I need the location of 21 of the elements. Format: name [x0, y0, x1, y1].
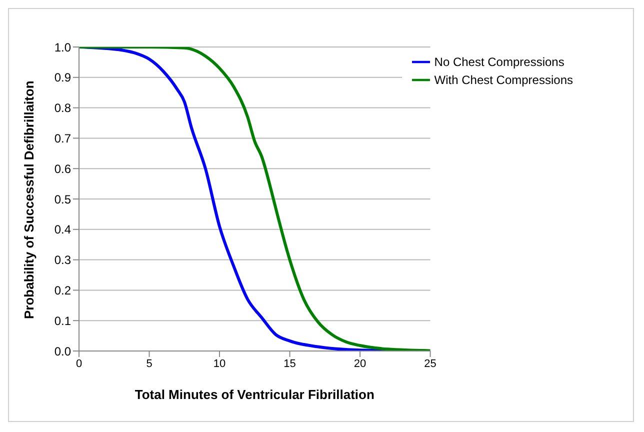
y-tick-label: 1.0: [54, 40, 72, 54]
y-axis-title: Probability of Successful Defibrillaiton: [22, 80, 37, 319]
x-tick-label: 5: [146, 358, 152, 370]
legend-label: No Chest Compressions: [434, 55, 564, 70]
y-tick-label: 0.6: [54, 162, 72, 176]
y-tick-label: 0.3: [54, 253, 72, 268]
y-tick-label: 0.2: [54, 283, 72, 298]
y-tick-label: 0.1: [54, 314, 72, 328]
x-tick-label: 25: [424, 358, 436, 370]
y-tick-label: 0.4: [54, 222, 72, 237]
x-axis-title: Total Minutes of Ventricular Fibrillation: [134, 387, 374, 402]
legend-label: With Chest Compressions: [434, 73, 573, 88]
y-tick-label: 0.9: [54, 70, 72, 85]
y-tick-label: 0.7: [54, 131, 72, 146]
y-tick-label: 0.8: [54, 101, 72, 116]
x-tick-label: 0: [76, 358, 82, 370]
x-tick-label: 15: [284, 358, 296, 370]
x-tick-label: 10: [213, 358, 226, 370]
y-tick-label: 0.0: [54, 344, 72, 358]
y-tick-label: 0.5: [54, 192, 72, 206]
x-tick-label: 20: [354, 358, 366, 370]
